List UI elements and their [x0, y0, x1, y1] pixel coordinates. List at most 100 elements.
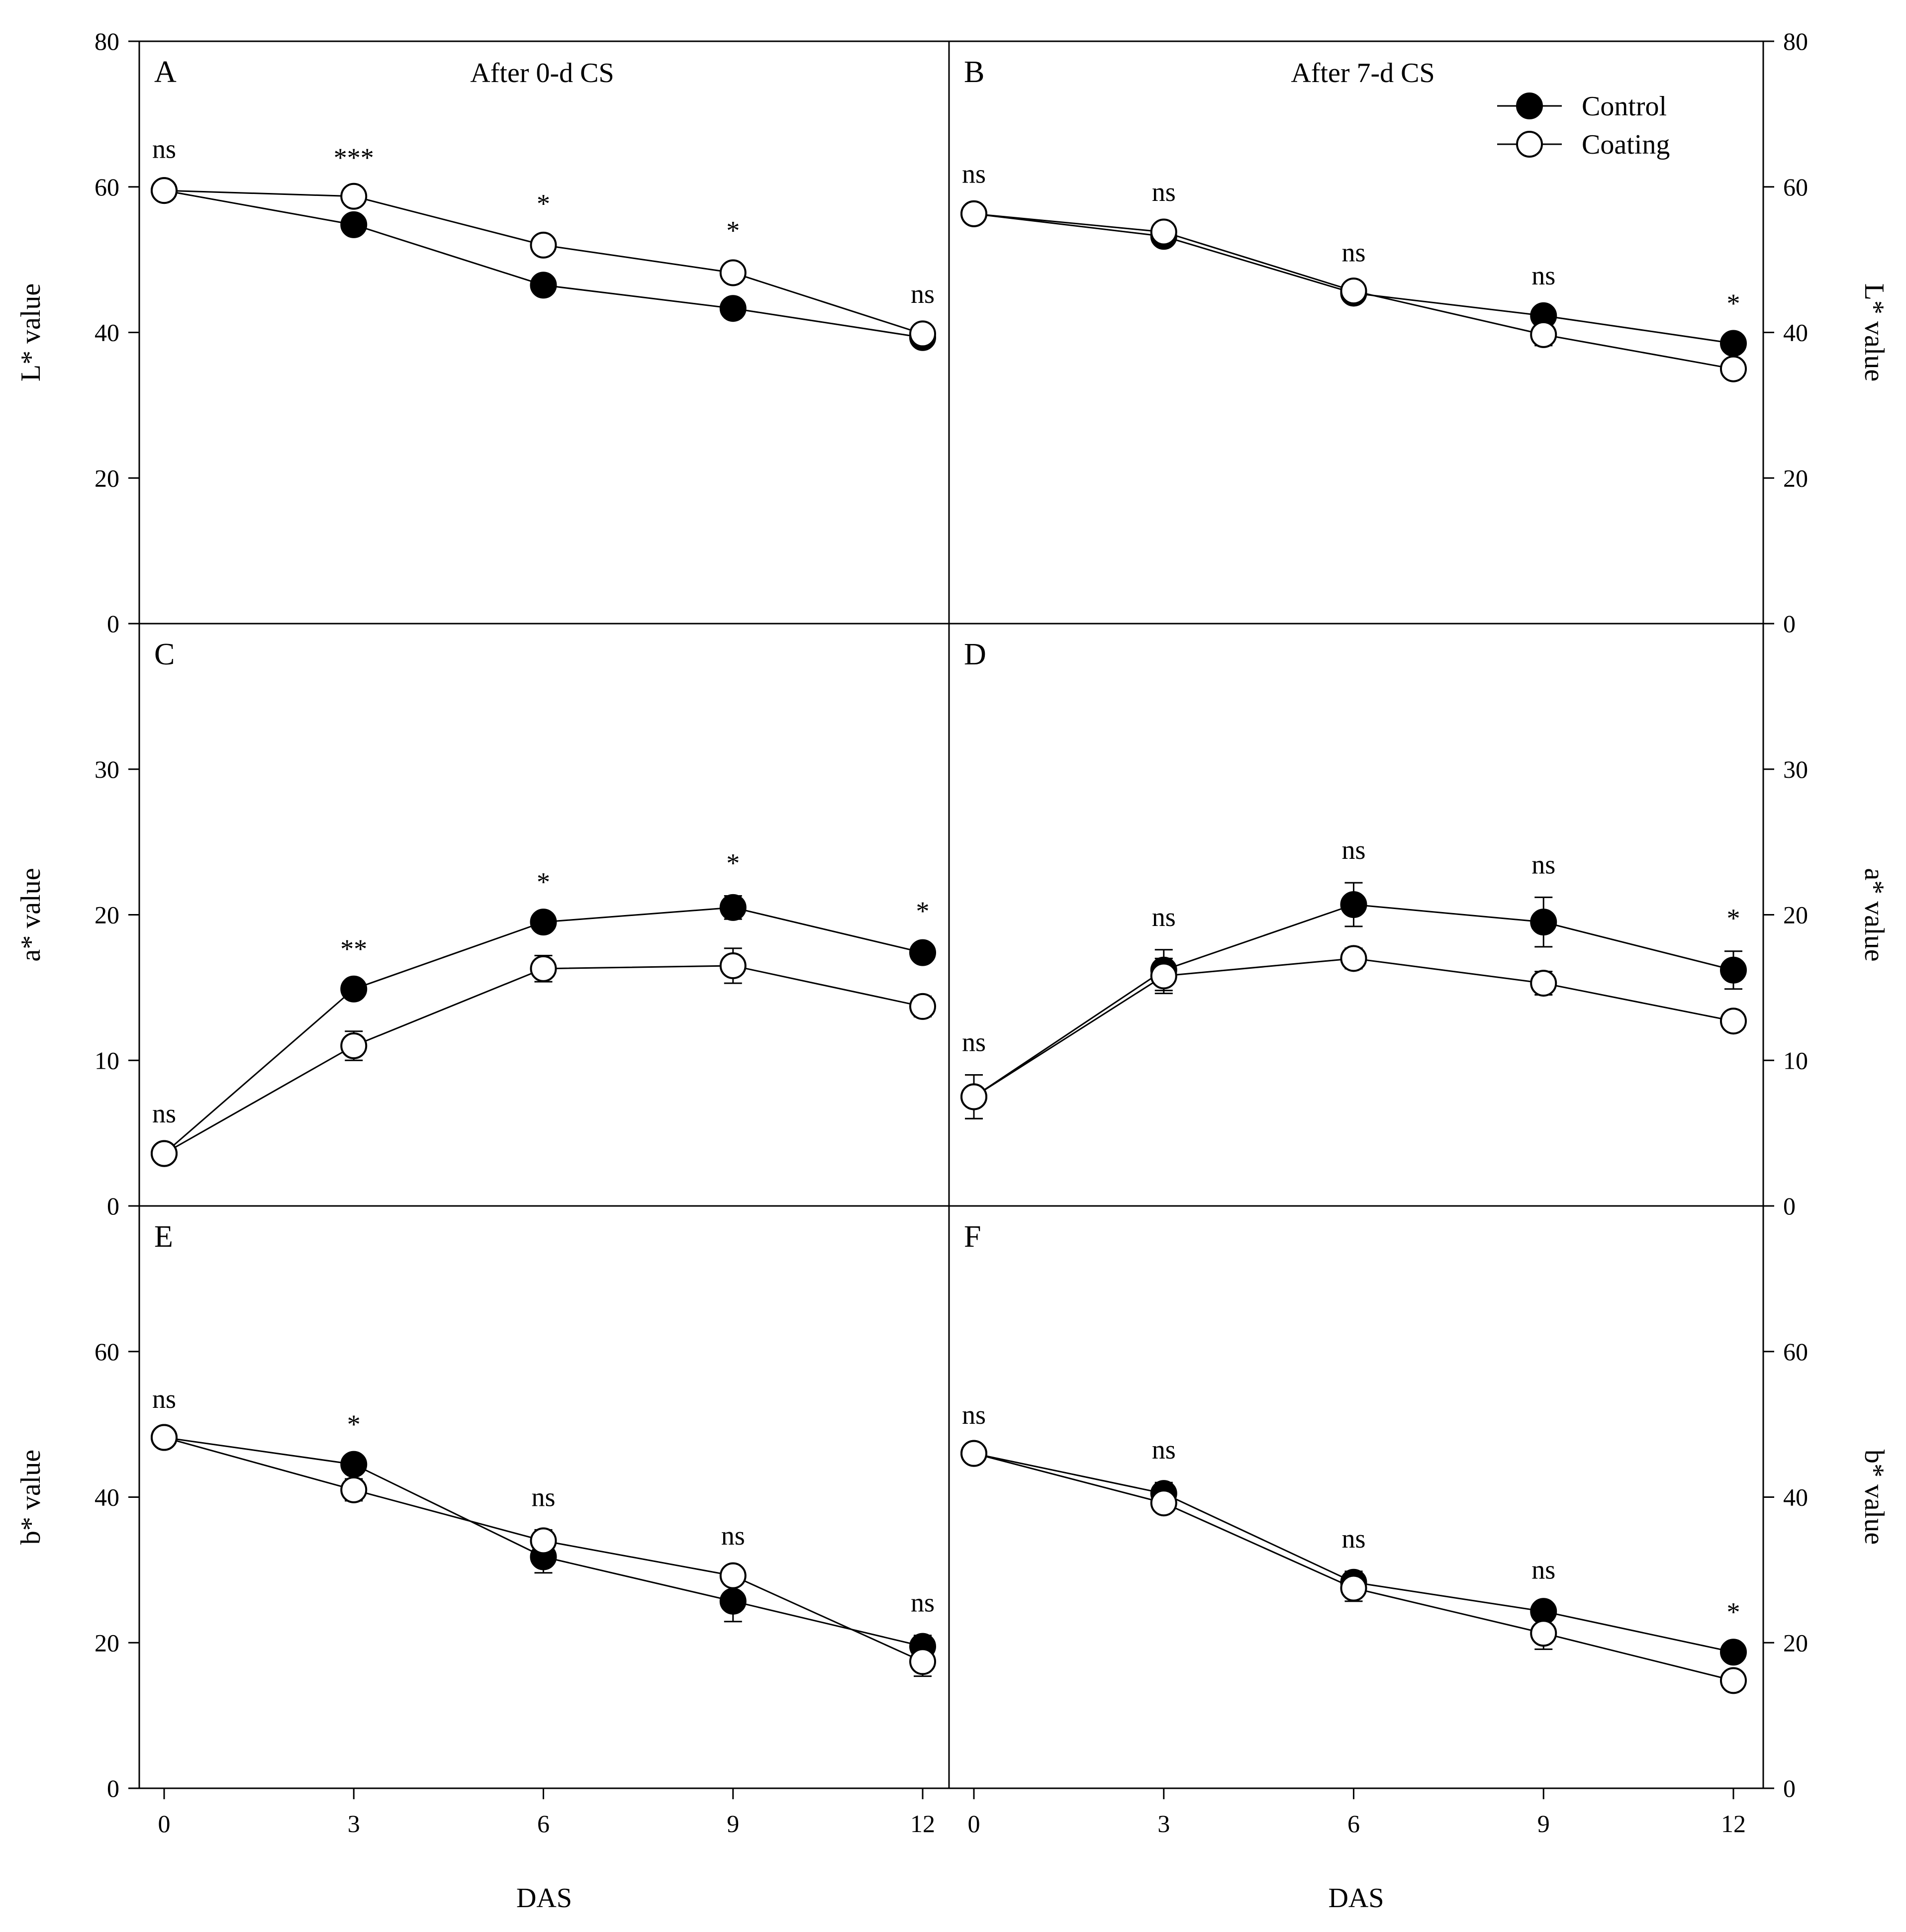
- data-point-coating: [1530, 1620, 1557, 1647]
- significance-label: ns: [152, 1384, 176, 1414]
- data-point-coating: [1720, 355, 1747, 382]
- data-point-control: [719, 295, 747, 322]
- data-point-coating: [151, 177, 178, 204]
- data-point-control: [1720, 330, 1747, 357]
- legend-marker: [1516, 131, 1543, 158]
- data-point-control: [1720, 956, 1747, 984]
- y-tick-label-right: 40: [1783, 1483, 1808, 1511]
- data-point-control: [719, 894, 747, 921]
- significance-label: ns: [1341, 835, 1365, 865]
- panel-letter-c: C: [154, 638, 175, 671]
- y-tick-label-left: 60: [95, 173, 119, 201]
- significance-label: **: [340, 934, 367, 964]
- data-point-coating: [909, 993, 936, 1020]
- y-tick-label-right: 0: [1783, 610, 1796, 638]
- x-axis-title: DAS: [1328, 1883, 1384, 1914]
- significance-label: ns: [911, 279, 935, 309]
- data-point-coating: [1530, 970, 1557, 997]
- y-tick-label-left: 10: [95, 1046, 119, 1074]
- significance-label: ns: [531, 1482, 555, 1512]
- x-tick-label: 6: [537, 1810, 550, 1838]
- significance-label: ns: [721, 1521, 745, 1551]
- significance-label: ns: [1152, 177, 1176, 207]
- panel-letter-b: B: [964, 55, 984, 89]
- y-tick-label-left: 40: [95, 319, 119, 347]
- panel-letter-a: A: [154, 55, 177, 89]
- significance-label: ns: [1531, 261, 1555, 290]
- data-point-coating: [719, 1562, 747, 1589]
- significance-label: ns: [911, 1588, 935, 1618]
- data-point-control: [340, 1451, 368, 1478]
- significance-label: *: [1727, 288, 1740, 318]
- x-tick-label: 9: [727, 1810, 739, 1838]
- data-point-coating: [719, 952, 747, 979]
- significance-label: *: [726, 848, 740, 878]
- y-tick-label-right: 60: [1783, 173, 1808, 201]
- y-axis-title-right: a* value: [1859, 868, 1890, 961]
- y-tick-label-right: 60: [1783, 1338, 1808, 1366]
- significance-label: *: [537, 188, 550, 218]
- y-tick-label-left: 30: [95, 755, 119, 783]
- legend-label-control: Control: [1582, 91, 1667, 122]
- panel-letter-f: F: [964, 1220, 981, 1254]
- y-tick-label-left: 80: [95, 27, 119, 55]
- y-tick-label-right: 10: [1783, 1046, 1808, 1074]
- x-tick-label: 0: [158, 1810, 171, 1838]
- data-point-control: [340, 211, 368, 238]
- x-tick-label: 12: [910, 1810, 935, 1838]
- y-tick-label-left: 20: [95, 1629, 119, 1656]
- legend-label-coating: Coating: [1582, 129, 1670, 160]
- significance-label: ns: [152, 1099, 176, 1128]
- data-point-coating: [960, 1083, 987, 1110]
- data-point-control: [1720, 1639, 1747, 1666]
- data-point-coating: [530, 1527, 557, 1555]
- panel-letter-e: E: [154, 1220, 173, 1254]
- data-point-coating: [340, 183, 368, 210]
- data-point-coating: [530, 955, 557, 982]
- x-axis-title: DAS: [516, 1883, 572, 1914]
- data-point-coating: [340, 1032, 368, 1059]
- data-point-control: [909, 939, 936, 966]
- y-tick-label-right: 0: [1783, 1192, 1796, 1220]
- data-point-control: [1530, 909, 1557, 936]
- y-tick-label-left: 20: [95, 901, 119, 929]
- x-tick-label: 0: [968, 1810, 980, 1838]
- y-tick-label-right: 40: [1783, 319, 1808, 347]
- significance-label: ns: [1531, 849, 1555, 879]
- panel-letter-d: D: [964, 638, 986, 671]
- significance-label: ns: [1531, 1555, 1555, 1585]
- significance-label: ns: [1152, 1435, 1176, 1465]
- data-point-coating: [960, 1440, 987, 1467]
- y-axis-title-left: a* value: [15, 868, 46, 961]
- y-tick-label-left: 60: [95, 1338, 119, 1366]
- y-tick-label-left: 0: [107, 1774, 119, 1802]
- data-point-coating: [1340, 1574, 1367, 1602]
- significance-label: ns: [152, 134, 176, 164]
- panel-title: After 7-d CS: [1291, 58, 1434, 89]
- data-point-control: [719, 1587, 747, 1615]
- data-point-coating: [909, 1648, 936, 1675]
- significance-label: ns: [962, 1400, 986, 1430]
- y-axis-title-left: L* value: [15, 283, 46, 381]
- significance-label: *: [1727, 904, 1740, 933]
- data-point-coating: [1340, 277, 1367, 305]
- x-tick-label: 12: [1721, 1810, 1746, 1838]
- y-axis-title-right: L* value: [1859, 283, 1890, 381]
- significance-label: *: [916, 896, 930, 926]
- significance-label: *: [537, 867, 550, 897]
- data-point-coating: [1150, 962, 1177, 990]
- significance-label: *: [726, 215, 740, 245]
- data-point-coating: [1150, 1489, 1177, 1517]
- y-tick-label-left: 40: [95, 1483, 119, 1511]
- data-point-coating: [151, 1140, 178, 1167]
- data-point-control: [1340, 891, 1367, 919]
- y-tick-label-right: 30: [1783, 755, 1808, 783]
- data-point-coating: [1340, 945, 1367, 972]
- legend-marker: [1516, 92, 1543, 119]
- significance-label: ns: [1341, 1524, 1365, 1554]
- data-point-coating: [1720, 1667, 1747, 1694]
- significance-label: ns: [1152, 902, 1176, 932]
- significance-label: *: [347, 1409, 361, 1439]
- y-tick-label-right: 0: [1783, 1774, 1796, 1802]
